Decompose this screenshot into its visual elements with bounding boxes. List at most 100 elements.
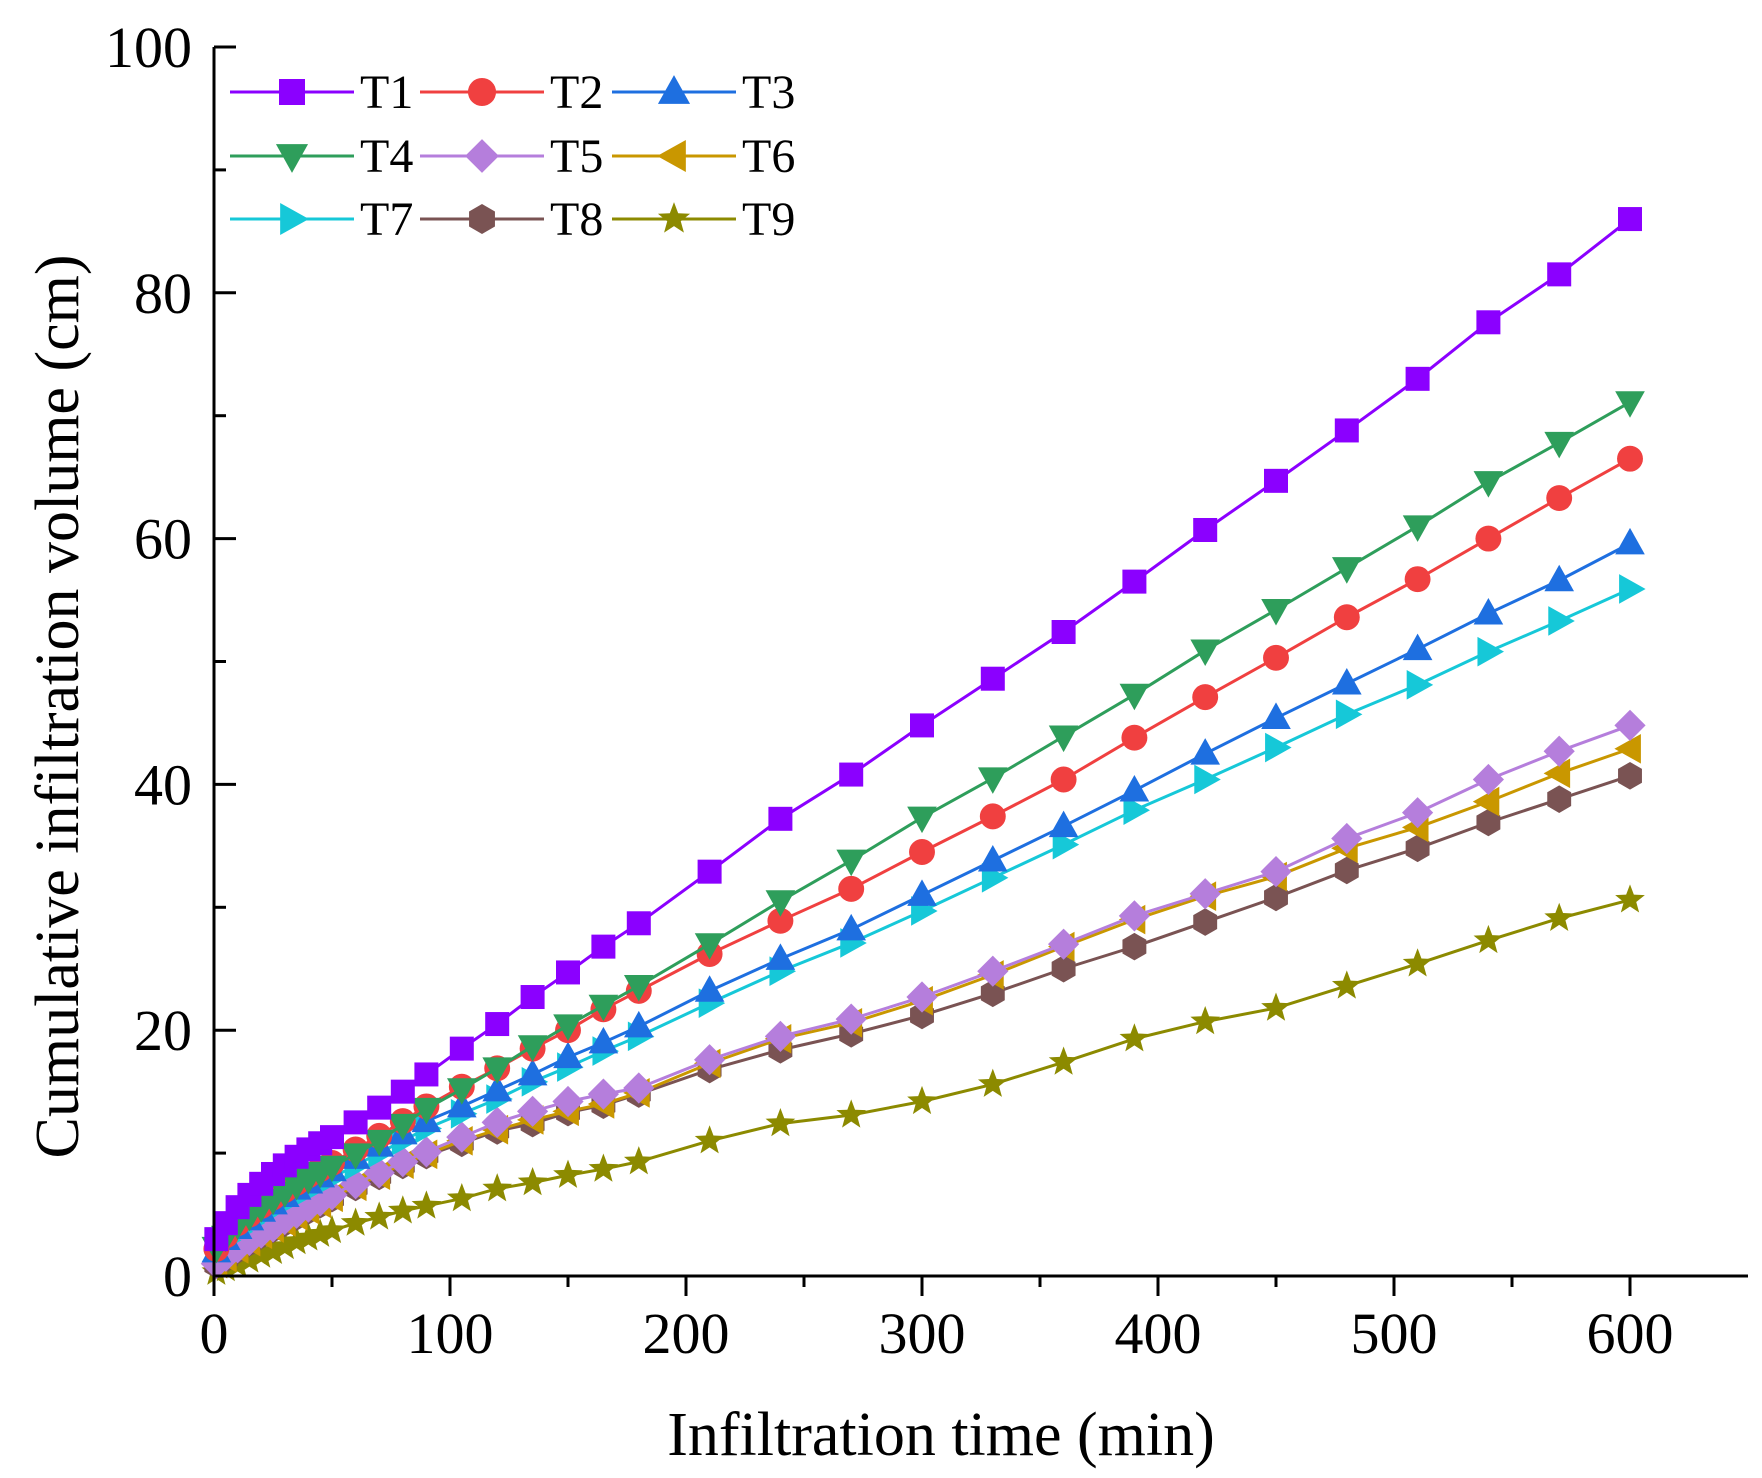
data-point-T3 (1190, 738, 1221, 765)
legend-marker (469, 204, 495, 234)
data-point-T9 (246, 1239, 277, 1268)
data-point-T4 (1615, 391, 1645, 418)
legend-label: T8 (550, 193, 603, 246)
data-point-T8 (1547, 785, 1572, 813)
data-point-T1 (449, 1036, 474, 1061)
legend-marker (465, 139, 499, 173)
data-point-T3 (977, 844, 1008, 872)
data-point-T5 (410, 1136, 442, 1168)
data-point-T3 (1402, 633, 1433, 661)
data-point-T4 (340, 1143, 371, 1170)
data-point-T1 (910, 713, 934, 738)
data-point-T5 (316, 1179, 348, 1211)
y-tick-label: 60 (134, 507, 192, 572)
data-point-T7 (1406, 670, 1434, 700)
data-point-T4 (482, 1057, 513, 1084)
data-point-T2 (838, 875, 865, 902)
data-point-T5 (552, 1085, 584, 1118)
legend-label: T1 (360, 66, 413, 119)
legend-label: T5 (550, 130, 603, 183)
data-point-T4 (1473, 471, 1504, 498)
series-T5 (200, 709, 1646, 1280)
data-point-T4 (588, 994, 619, 1022)
data-point-T2 (1475, 525, 1502, 552)
legend-label: T4 (360, 130, 413, 183)
data-point-T7 (1265, 732, 1292, 763)
data-point-T4 (411, 1097, 442, 1125)
legend-item-T6: T6 (612, 130, 795, 183)
y-tick-label: 100 (105, 15, 192, 80)
data-point-T9 (305, 1218, 336, 1247)
x-axis-title: Infiltration time (min) (667, 1401, 1215, 1469)
data-point-T9 (1473, 924, 1504, 954)
data-point-T9 (694, 1125, 725, 1154)
data-point-T5 (481, 1106, 513, 1138)
data-point-T3 (553, 1041, 583, 1069)
data-point-T1 (1122, 569, 1147, 594)
data-point-T5 (281, 1197, 313, 1229)
legend-marker (657, 139, 686, 173)
data-point-T8 (1193, 908, 1218, 936)
data-point-T3 (623, 1010, 654, 1038)
data-point-T5 (1331, 822, 1363, 855)
legend-marker (657, 202, 691, 233)
data-point-T5 (623, 1072, 655, 1104)
data-point-T1 (1476, 310, 1501, 335)
data-point-T8 (1618, 761, 1642, 790)
data-point-T6 (1543, 758, 1571, 789)
data-point-T4 (553, 1014, 583, 1041)
data-point-T4 (977, 767, 1008, 794)
data-point-T4 (1119, 683, 1150, 711)
x-tick-label: 600 (1587, 1301, 1674, 1366)
data-point-T9 (588, 1153, 619, 1182)
data-point-T1 (390, 1079, 415, 1104)
data-point-T9 (317, 1214, 347, 1244)
data-point-T9 (1048, 1046, 1079, 1075)
data-point-T4 (517, 1035, 548, 1062)
data-point-T3 (1473, 597, 1504, 625)
data-point-T5 (1614, 709, 1646, 742)
data-point-T9 (765, 1108, 796, 1137)
data-point-T1 (839, 762, 864, 787)
x-ticks: 0 100 200 300 400 500 600 (200, 1276, 1674, 1366)
legend-item-T1: T1 (230, 66, 413, 119)
data-point-T5 (304, 1185, 336, 1217)
data-point-T1 (1193, 517, 1218, 542)
data-point-T7 (1548, 606, 1575, 636)
data-point-T7 (1123, 795, 1150, 826)
data-point-T3 (907, 879, 937, 906)
data-point-T2 (1617, 445, 1643, 472)
data-point-T7 (1477, 636, 1504, 667)
legend-item-T7: T7 (230, 193, 413, 246)
data-point-T3 (517, 1058, 548, 1086)
data-point-T2 (1333, 604, 1360, 631)
data-point-T1 (520, 985, 545, 1010)
data-point-T3 (1615, 527, 1645, 555)
data-point-T1 (1618, 207, 1642, 232)
data-point-T1 (626, 911, 651, 936)
data-point-T1 (320, 1125, 344, 1150)
legend-marker (275, 144, 309, 173)
data-point-T5 (387, 1146, 419, 1178)
data-point-T6 (1614, 733, 1641, 764)
data-point-T5 (1402, 797, 1434, 829)
data-point-T9 (977, 1068, 1008, 1097)
data-point-T1 (697, 859, 722, 884)
data-point-T6 (1472, 786, 1500, 817)
data-point-T1 (768, 806, 793, 831)
series-T9 (201, 884, 1645, 1285)
data-point-T4 (694, 933, 725, 960)
series-T1 (204, 207, 1642, 1252)
data-point-T9 (340, 1207, 371, 1236)
data-point-T3 (1119, 774, 1150, 802)
data-point-T5 (977, 955, 1009, 987)
data-point-T5 (1048, 928, 1080, 960)
data-point-T2 (1121, 724, 1148, 751)
data-point-T8 (1122, 932, 1147, 961)
data-point-T7 (1194, 764, 1221, 795)
data-point-T4 (1048, 725, 1079, 753)
legend-marker (279, 79, 305, 105)
data-point-T4 (364, 1129, 395, 1157)
data-point-T3 (482, 1074, 513, 1102)
legend-label: T7 (360, 193, 413, 246)
